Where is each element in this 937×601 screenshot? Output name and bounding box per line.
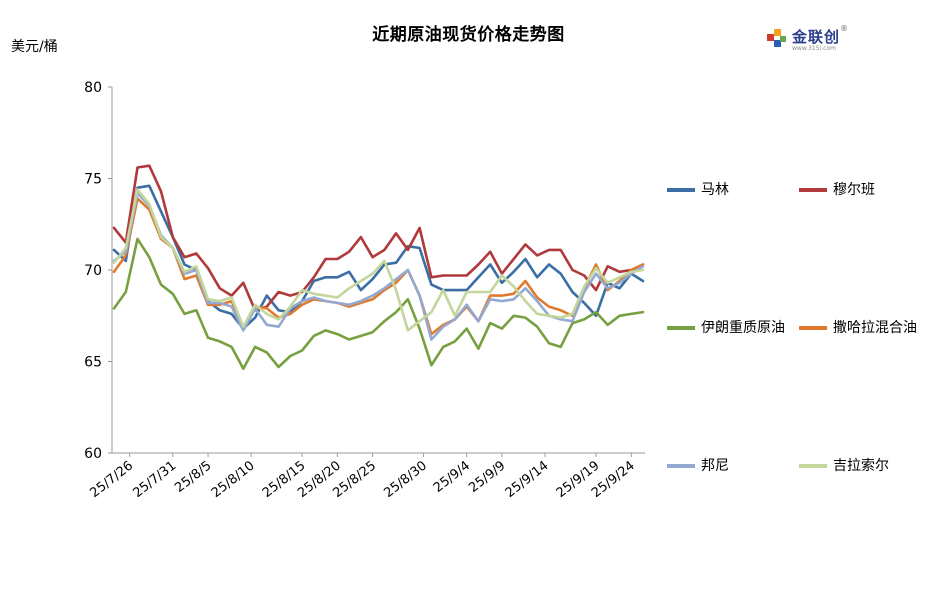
series-line-3 [112, 237, 645, 371]
x-tick-label: 25/9/4 [431, 458, 473, 496]
y-tick-label: 65 [84, 355, 102, 371]
legend-swatch [667, 188, 695, 192]
legend-swatch [799, 326, 827, 330]
x-tick-label: 25/9/14 [503, 458, 552, 501]
x-tick-label: 25/7/31 [131, 458, 180, 501]
legend-swatch [799, 464, 827, 468]
x-tick-label: 25/8/5 [172, 458, 214, 496]
legend-label: 穆尔班 [833, 182, 875, 198]
logo-sub-text: www.315i.com [792, 45, 836, 52]
x-tick-label: 25/7/26 [87, 458, 136, 501]
x-tick-label: 25/8/10 [209, 458, 258, 501]
legend-label: 马林 [701, 182, 729, 198]
logo-mark-icon [767, 29, 786, 47]
y-tick-label: 70 [84, 263, 102, 279]
y-tick-label: 60 [84, 446, 102, 462]
logo-brand-text: 金联创 [792, 28, 841, 46]
legend-label: 伊朗重质原油 [701, 320, 785, 336]
x-tick-label: 25/8/30 [381, 458, 430, 501]
brand-logo: 金联创 ® www.315i.com [766, 24, 856, 54]
legend-swatch [799, 188, 827, 192]
chart-title: 近期原油现货价格走势图 [372, 25, 565, 45]
x-tick-label: 25/9/9 [466, 458, 508, 496]
y-tick-label: 75 [84, 172, 102, 188]
legend-swatch [667, 464, 695, 468]
legend-label: 撒哈拉混合油 [833, 320, 917, 336]
logo-registered-mark: ® [840, 24, 848, 33]
y-axis-unit-label: 美元/桶 [11, 39, 58, 55]
series-line-2 [112, 164, 645, 312]
legend-label: 邦尼 [701, 458, 729, 474]
legend-label: 吉拉索尔 [833, 458, 889, 474]
y-tick-label: 80 [84, 80, 102, 96]
legend-swatch [667, 326, 695, 330]
series-line-6 [112, 188, 645, 332]
